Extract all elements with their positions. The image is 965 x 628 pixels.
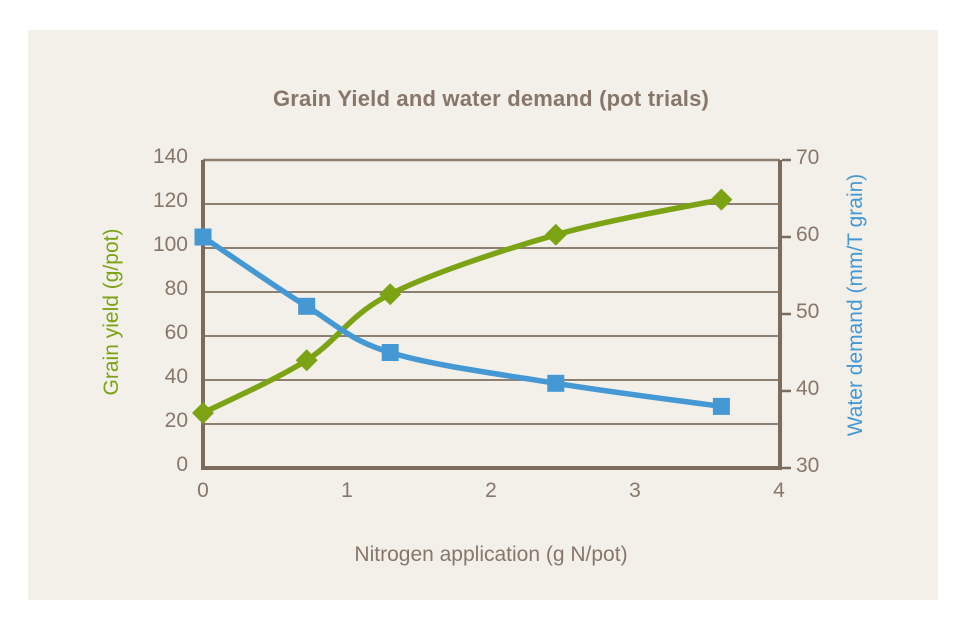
water-demand-curve (200, 234, 725, 410)
tick-labels-layer: 0 20 40 60 80 100 120 140 30 40 50 60 70 0 1 2 3 4 (153, 145, 819, 502)
grain-yield-curve (200, 196, 725, 416)
right-y-tick-label-60: 60 (796, 223, 819, 246)
water-demand-marker-2 (381, 344, 399, 361)
left-y-tick-label-60: 60 (165, 321, 188, 344)
x-tick-label-2: 2 (485, 479, 497, 502)
grain-yield-marker-3 (544, 223, 567, 246)
gridlines-layer (203, 158, 780, 425)
left-y-tick-label-40: 40 (165, 365, 188, 388)
right-y-tick-label-50: 50 (796, 300, 819, 323)
right-y-tick-label-70: 70 (796, 146, 819, 169)
grain-yield-marker-2 (379, 283, 402, 306)
x-tick-label-1: 1 (341, 479, 353, 502)
left-y-tick-label-120: 120 (153, 189, 188, 212)
x-tick-label-4: 4 (773, 479, 785, 502)
x-tick-label-3: 3 (629, 479, 641, 502)
left-y-tick-label-140: 140 (153, 145, 188, 168)
left-y-tick-label-80: 80 (165, 277, 188, 300)
left-y-tick-label-0: 0 (176, 453, 188, 476)
left-y-tick-label-20: 20 (165, 409, 188, 432)
right-y-tick-label-30: 30 (796, 454, 819, 477)
chart-title: Grain Yield and water demand (pot trials… (272, 86, 710, 111)
right-y-axis-title: Water demand (mm/T grain) (844, 173, 867, 437)
water-demand-marker-0 (194, 228, 212, 246)
grain-yield-marker-0 (192, 402, 214, 424)
x-tick-label-0: 0 (197, 479, 209, 502)
right-y-tick-label-40: 40 (796, 377, 819, 400)
water-demand-marker-3 (547, 374, 565, 392)
left-y-tick-label-100: 100 (153, 233, 188, 256)
grain-yield-marker-1 (295, 349, 318, 372)
left-y-axis-title: Grain yield (g/pot) (100, 228, 123, 396)
grain-yield-marker-4 (710, 188, 733, 211)
series-layer (192, 188, 733, 424)
x-axis-title: Nitrogen application (g N/pot) (354, 543, 628, 566)
water-demand-marker-4 (712, 397, 730, 415)
water-demand-marker-1 (298, 297, 316, 315)
